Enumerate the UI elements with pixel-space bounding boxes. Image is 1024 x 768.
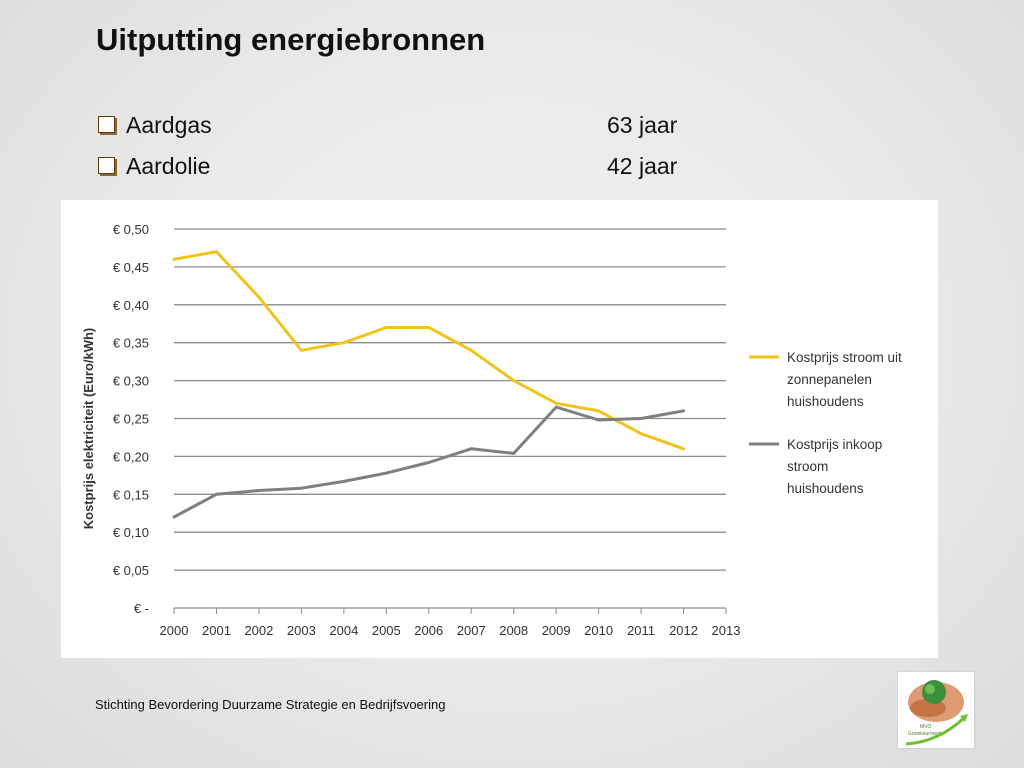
organization-logo: MVO Groeikeurmerk	[898, 672, 974, 748]
data-point	[172, 515, 176, 519]
slide-title: Uitputting energiebronnen	[96, 22, 486, 57]
x-tick-label: 2006	[414, 623, 443, 638]
y-tick-label: € 0,10	[113, 525, 149, 540]
data-point	[257, 295, 261, 299]
y-tick-label: € 0,30	[113, 374, 149, 389]
line-chart: € - € 0,05 € 0,10 € 0,15 € 0,20 € 0,25 € 0,30 €…	[81, 222, 902, 638]
bullet-list: Aardgas 63 jaar Aardolie 42 jaar	[96, 110, 696, 192]
data-point	[384, 471, 388, 475]
data-point	[342, 479, 346, 483]
x-tick-label: 2005	[372, 623, 401, 638]
x-tick-label: 2011	[627, 623, 655, 638]
bullet-label: Aardgas	[126, 112, 212, 138]
legend-label: huishoudens	[787, 481, 864, 496]
bullet-value: 63 jaar	[607, 112, 678, 138]
svg-text:MVO: MVO	[920, 724, 932, 730]
footer-text: Stichting Bevordering Duurzame Strategie…	[95, 697, 446, 712]
data-point	[214, 492, 218, 496]
x-tick-label: 2013	[712, 623, 741, 638]
y-tick-label: € -	[134, 601, 149, 616]
logo-graphic: MVO Groeikeurmerk	[905, 680, 968, 746]
legend-label: zonnepanelen	[787, 372, 872, 387]
data-point	[554, 405, 558, 409]
y-tick-label: € 0,35	[113, 336, 149, 351]
x-tick-label: 2010	[584, 623, 613, 638]
data-point	[299, 348, 303, 352]
data-point	[384, 326, 388, 330]
y-tick-label: € 0,45	[113, 260, 149, 275]
data-point	[469, 348, 473, 352]
y-tick-label: € 0,20	[113, 449, 149, 464]
y-axis-title: Kostprijs elektriciteit (Euro/kWh)	[81, 328, 96, 530]
data-point	[597, 418, 601, 422]
data-point	[512, 451, 516, 455]
data-point	[682, 409, 686, 413]
data-point	[299, 486, 303, 490]
bullet-value: 42 jaar	[607, 153, 678, 179]
y-tick-label: € 0,05	[113, 563, 149, 578]
x-tick-label: 2002	[244, 623, 273, 638]
bullet-item-aardgas: Aardgas 63 jaar	[96, 110, 696, 151]
data-point	[427, 460, 431, 464]
x-tick-label: 2008	[499, 623, 528, 638]
data-point	[172, 257, 176, 261]
y-tick-label: € 0,25	[113, 412, 149, 427]
data-point	[257, 489, 261, 493]
chart-panel: € - € 0,05 € 0,10 € 0,15 € 0,20 € 0,25 € 0,30 €…	[61, 200, 938, 658]
legend-label: Kostprijs stroom uit	[787, 350, 902, 365]
svg-text:Groeikeurmerk: Groeikeurmerk	[908, 731, 942, 737]
bullet-item-aardolie: Aardolie 42 jaar	[96, 151, 696, 192]
x-tick-label: 2003	[287, 623, 316, 638]
y-tick-label: € 0,40	[113, 298, 149, 313]
x-tick-label: 2009	[542, 623, 571, 638]
x-tick-label: 2012	[669, 623, 698, 638]
data-point	[512, 379, 516, 383]
data-point	[682, 447, 686, 451]
y-tick-label: € 0,15	[113, 487, 149, 502]
data-point	[597, 409, 601, 413]
data-point	[427, 326, 431, 330]
data-point	[469, 447, 473, 451]
bullet-label: Aardolie	[126, 153, 211, 179]
legend-label: stroom	[787, 459, 828, 474]
data-point	[554, 401, 558, 405]
data-point	[639, 432, 643, 436]
legend-label: Kostprijs inkoop	[787, 437, 882, 452]
checkbox-bullet-icon	[98, 116, 115, 133]
x-tick-label: 2001	[202, 623, 231, 638]
x-tick-label: 2004	[329, 623, 358, 638]
x-tick-label: 2007	[457, 623, 486, 638]
checkbox-bullet-icon	[98, 157, 115, 174]
legend-label: huishoudens	[787, 394, 864, 409]
data-point	[342, 341, 346, 345]
data-point	[639, 417, 643, 420]
x-tick-label: 2000	[160, 623, 189, 638]
y-tick-label: € 0,50	[113, 222, 149, 237]
data-point	[214, 250, 218, 254]
